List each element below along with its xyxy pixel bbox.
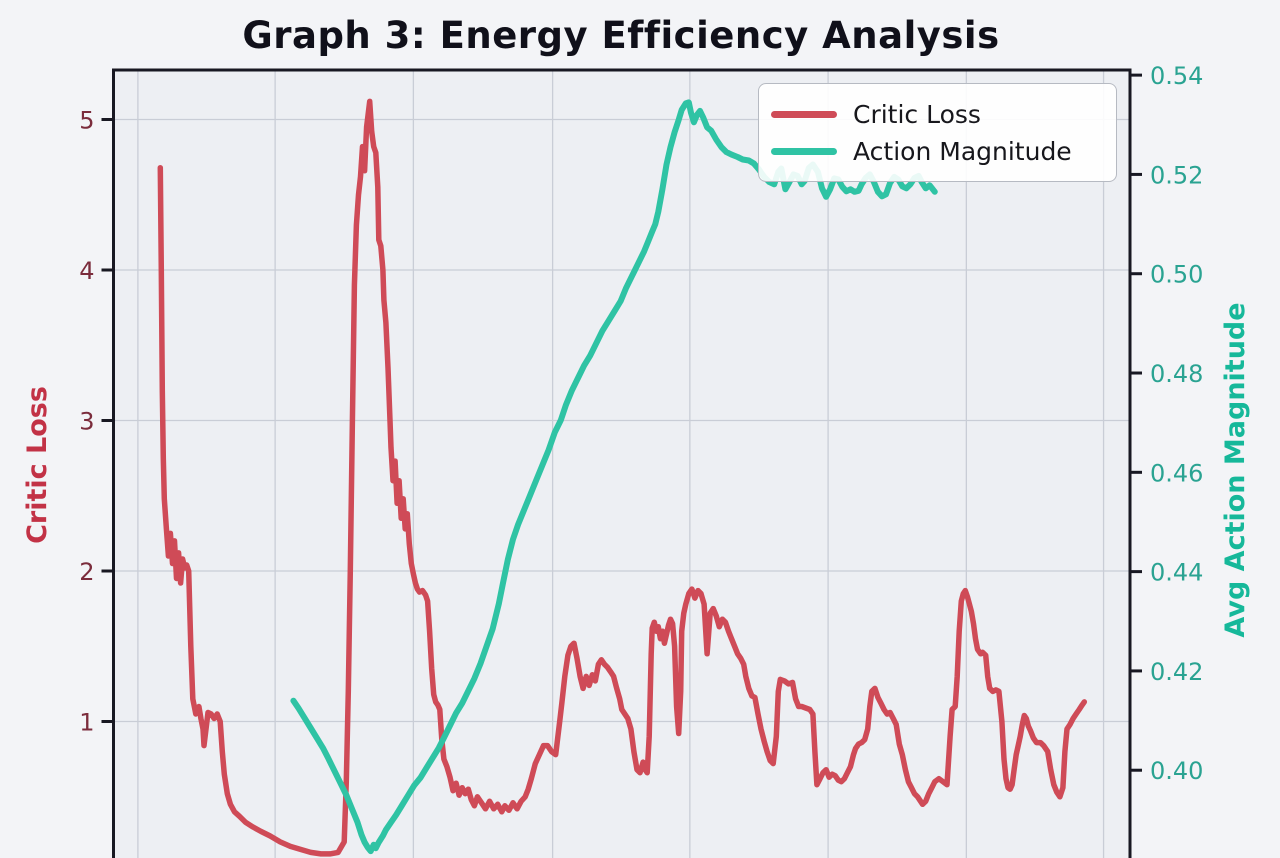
line-critic-loss xyxy=(157,98,1088,857)
left-tick-label: 2 xyxy=(79,558,94,586)
right-tick-label: 0.52 xyxy=(1150,161,1203,189)
right-tick-label: 0.40 xyxy=(1150,757,1203,785)
legend-box: Critic Loss Action Magnitude xyxy=(758,83,1117,182)
right-tick-label: 0.48 xyxy=(1150,360,1203,388)
legend-item-action-magnitude: Action Magnitude xyxy=(771,139,1116,164)
plot-area xyxy=(113,70,1130,858)
legend-label: Critic Loss xyxy=(853,99,981,129)
left-tick-label: 4 xyxy=(79,257,94,285)
left-tick-label: 1 xyxy=(79,709,94,737)
right-tick-label: 0.54 xyxy=(1150,62,1203,90)
right-tick-label: 0.46 xyxy=(1150,459,1203,487)
right-tick-label: 0.44 xyxy=(1150,559,1203,587)
legend-label: Action Magnitude xyxy=(853,136,1072,166)
right-tick-label: 0.42 xyxy=(1150,658,1203,686)
right-tick-label: 0.50 xyxy=(1150,261,1203,289)
line-action-magnitude xyxy=(290,99,938,855)
left-tick-label: 5 xyxy=(79,107,94,135)
critic-loss-swatch-icon xyxy=(771,110,837,118)
legend-item-critic-loss: Critic Loss xyxy=(771,102,1116,127)
left-tick-label: 3 xyxy=(79,408,94,436)
left-axis-label: Critic Loss xyxy=(22,386,53,544)
chart-title: Graph 3: Energy Efficiency Analysis xyxy=(242,14,1000,57)
action-magnitude-swatch-icon xyxy=(771,147,837,155)
right-axis-label: Avg Action Magnitude xyxy=(1220,302,1251,637)
